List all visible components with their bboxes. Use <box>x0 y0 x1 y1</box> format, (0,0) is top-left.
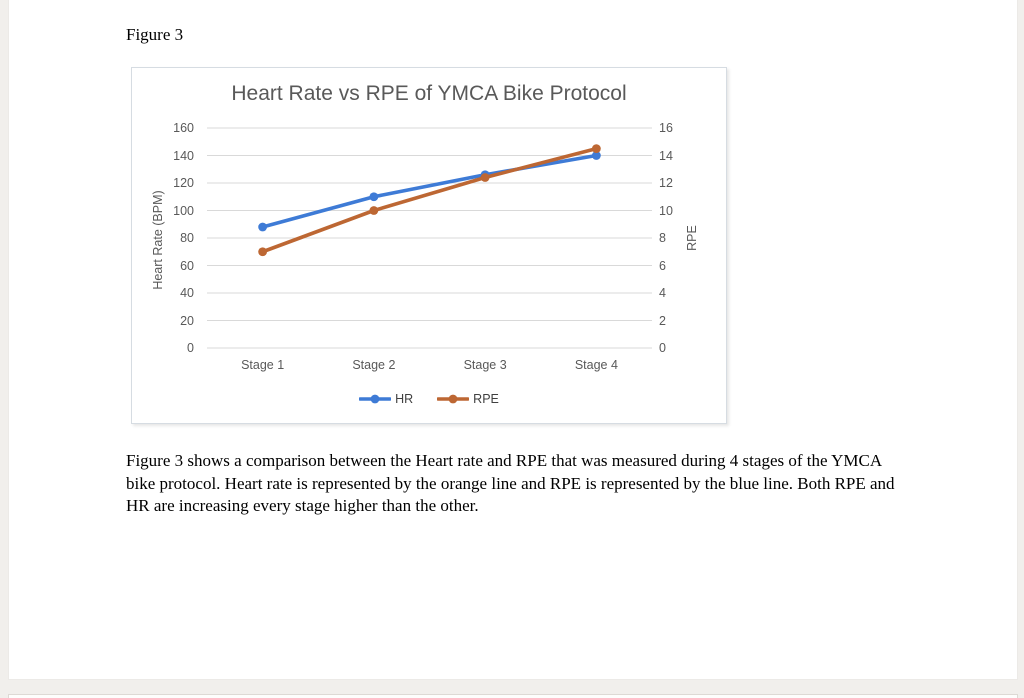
legend-marker-icon <box>359 394 392 404</box>
figure3-chart: Heart Rate vs RPE of YMCA Bike Protocol … <box>131 67 727 424</box>
tick-label: 14 <box>659 148 673 163</box>
chart-title: Heart Rate vs RPE of YMCA Bike Protocol <box>231 82 627 105</box>
next-page-edge <box>8 694 1018 698</box>
document-page: Figure 3 Heart Rate vs RPE of YMCA Bike … <box>8 0 1018 680</box>
data-point-rpe <box>480 173 490 182</box>
data-point-hr <box>591 151 601 160</box>
tick-label: 0 <box>187 341 194 355</box>
tick-label: 120 <box>173 176 194 190</box>
figure-caption: Figure 3 shows a comparison between the … <box>126 451 895 515</box>
tick-label: Stage 3 <box>463 358 507 372</box>
tick-label: 100 <box>173 203 194 218</box>
tick-label: Stage 4 <box>574 358 618 372</box>
tick-label: 10 <box>659 203 673 218</box>
tick-label: 140 <box>173 148 194 163</box>
tick-label: 20 <box>180 313 194 328</box>
plot-area <box>207 127 652 349</box>
series-line-hr <box>260 153 599 229</box>
tick-label: 0 <box>659 341 666 355</box>
legend-item-rpe: RPE <box>437 392 499 406</box>
tick-label: 12 <box>659 176 673 190</box>
legend-label: HR <box>395 392 414 406</box>
chart-legend: HR RPE <box>132 390 726 408</box>
data-point-hr <box>369 192 379 202</box>
tick-label: 60 <box>180 258 194 273</box>
legend-item-hr: HR <box>359 392 413 406</box>
tick-label: Stage 1 <box>241 358 285 372</box>
tick-label: 8 <box>659 231 666 245</box>
left-axis-title: Heart Rate (BPM) <box>151 190 165 290</box>
data-point-rpe <box>369 206 379 215</box>
tick-label: Stage 2 <box>352 358 396 372</box>
tick-label: 4 <box>659 286 666 300</box>
tick-label: 160 <box>173 121 194 135</box>
tick-label: 80 <box>180 231 194 245</box>
tick-label: 6 <box>659 258 666 273</box>
legend-label: RPE <box>473 392 499 406</box>
series-line-rpe <box>260 146 599 254</box>
figure-label: Figure 3 <box>126 25 184 44</box>
data-point-rpe <box>258 247 268 257</box>
legend-marker-icon <box>437 394 470 404</box>
data-point-hr <box>258 222 268 232</box>
tick-label: 2 <box>659 313 666 328</box>
right-axis-title: RPE <box>685 225 699 251</box>
tick-label: 16 <box>659 121 673 135</box>
tick-label: 40 <box>180 286 194 300</box>
data-point-rpe <box>591 144 601 154</box>
